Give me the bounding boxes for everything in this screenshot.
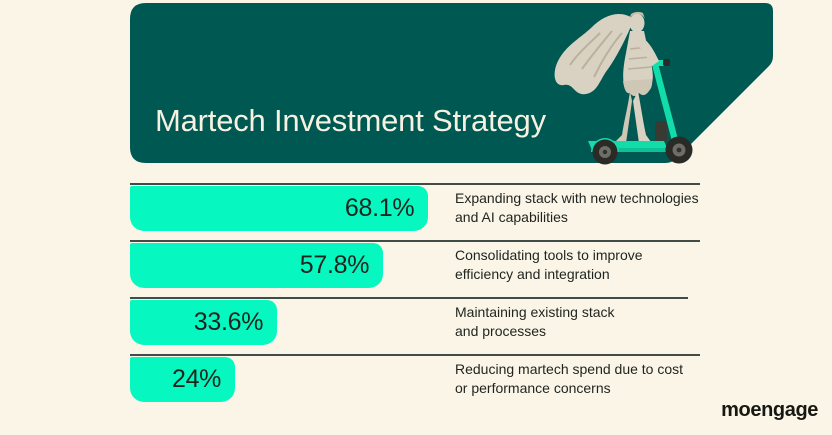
bar-row-2: 57.8% Consolidating tools to improve eff…: [130, 240, 700, 288]
bar-expanding-stack: 68.1%: [130, 186, 429, 231]
bar-row-3: 33.6% Maintaining existing stack and pro…: [130, 297, 700, 345]
row-separator: [130, 183, 700, 185]
bar-row-4: 24% Reducing martech spend due to cost o…: [130, 354, 700, 402]
bar-consolidating-tools: 57.8%: [130, 243, 384, 288]
bar-description: Maintaining existing stack and processes: [455, 303, 705, 341]
bar-description-line: or performance concerns: [455, 380, 611, 396]
bar-description: Expanding stack with new technologies an…: [455, 189, 705, 227]
bar-description-line: Consolidating tools to improve: [455, 247, 643, 263]
bar-description-line: and processes: [455, 323, 547, 339]
bar-description-line: and AI capabilities: [455, 209, 568, 225]
page-title: Martech Investment Strategy: [155, 103, 546, 138]
row-separator: [130, 297, 688, 299]
bar-description: Consolidating tools to improve efficienc…: [455, 246, 705, 284]
bar-description: Reducing martech spend due to cost or pe…: [455, 360, 705, 398]
bar-reducing-spend: 24%: [130, 357, 236, 402]
bar-row-1: 68.1% Expanding stack with new technolog…: [130, 183, 700, 231]
bar-description-line: efficiency and integration: [455, 266, 610, 282]
bar-value-label: 33.6%: [193, 308, 264, 336]
row-separator: [130, 354, 700, 356]
bar-value-label: 57.8%: [299, 251, 370, 279]
row-separator: [130, 240, 700, 242]
bar-description-line: Reducing martech spend due to cost: [455, 361, 684, 377]
bar-chart: 68.1% Expanding stack with new technolog…: [130, 183, 700, 411]
statue-scooter-illustration: [554, 11, 693, 165]
bar-maintaining-stack: 33.6%: [130, 300, 278, 345]
bar-description-line: Maintaining existing stack: [455, 304, 615, 320]
bar-description-line: Expanding stack with new technologies: [455, 190, 699, 206]
bar-value-label: 24%: [171, 365, 222, 393]
moengage-logo: moengage: [721, 399, 818, 421]
bar-value-label: 68.1%: [344, 194, 415, 222]
